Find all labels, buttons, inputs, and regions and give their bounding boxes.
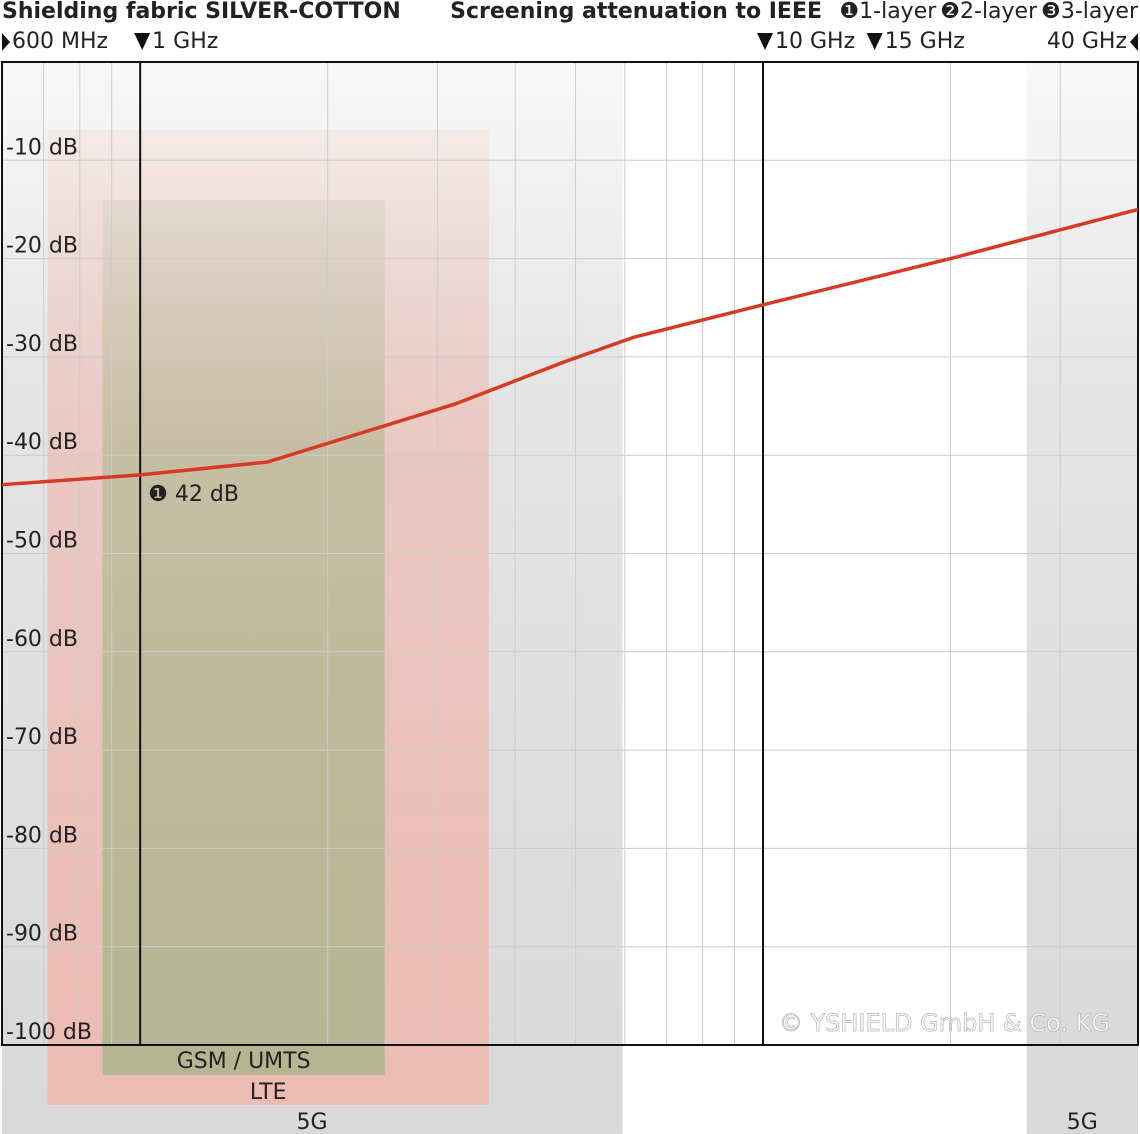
legend-entry: ❷2-layer bbox=[940, 0, 1038, 24]
band bbox=[1026, 62, 1138, 1134]
band bbox=[102, 200, 385, 1075]
freq-label: 600 MHz bbox=[12, 29, 108, 54]
y-tick-label: -90 dB bbox=[6, 922, 78, 947]
y-tick-label: -20 dB bbox=[6, 234, 78, 259]
legend-entry: ❶1-layer bbox=[839, 0, 937, 24]
freq-label: 1 GHz bbox=[152, 29, 218, 54]
y-tick-label: -10 dB bbox=[6, 135, 78, 160]
copyright: © YSHIELD GmbH & Co. KG bbox=[779, 1009, 1110, 1037]
freq-label: 15 GHz bbox=[885, 29, 965, 54]
freq-marker bbox=[1130, 33, 1138, 51]
data-line bbox=[1, 207, 1139, 487]
y-tick-label: -100 dB bbox=[6, 1020, 92, 1045]
y-tick-label: -30 dB bbox=[6, 332, 78, 357]
chart-title: Shielding fabric SILVER-COTTON bbox=[2, 0, 401, 24]
y-tick-label: -40 dB bbox=[6, 430, 78, 455]
plot-frame bbox=[1, 61, 1139, 1046]
annotation: ❶ 42 dB bbox=[148, 482, 239, 507]
freq-marker bbox=[134, 33, 151, 50]
y-tick-label: -80 dB bbox=[6, 823, 78, 848]
y-tick-label: -70 dB bbox=[6, 725, 78, 750]
freq-marker bbox=[2, 33, 10, 51]
band-label: 5G bbox=[296, 1110, 327, 1134]
legend-entry: ❸3-layer bbox=[1041, 0, 1139, 24]
freq-marker bbox=[866, 33, 883, 50]
freq-label: 10 GHz bbox=[775, 29, 855, 54]
band-label: LTE bbox=[250, 1080, 287, 1105]
band-label: GSM / UMTS bbox=[177, 1049, 311, 1074]
band-label: 5G bbox=[1067, 1110, 1098, 1134]
freq-label: 40 GHz bbox=[1047, 29, 1127, 54]
freq-marker bbox=[757, 33, 774, 50]
chart-subtitle: Screening attenuation to IEEE bbox=[450, 0, 822, 24]
y-tick-label: -60 dB bbox=[6, 627, 78, 652]
y-tick-label: -50 dB bbox=[6, 529, 78, 554]
